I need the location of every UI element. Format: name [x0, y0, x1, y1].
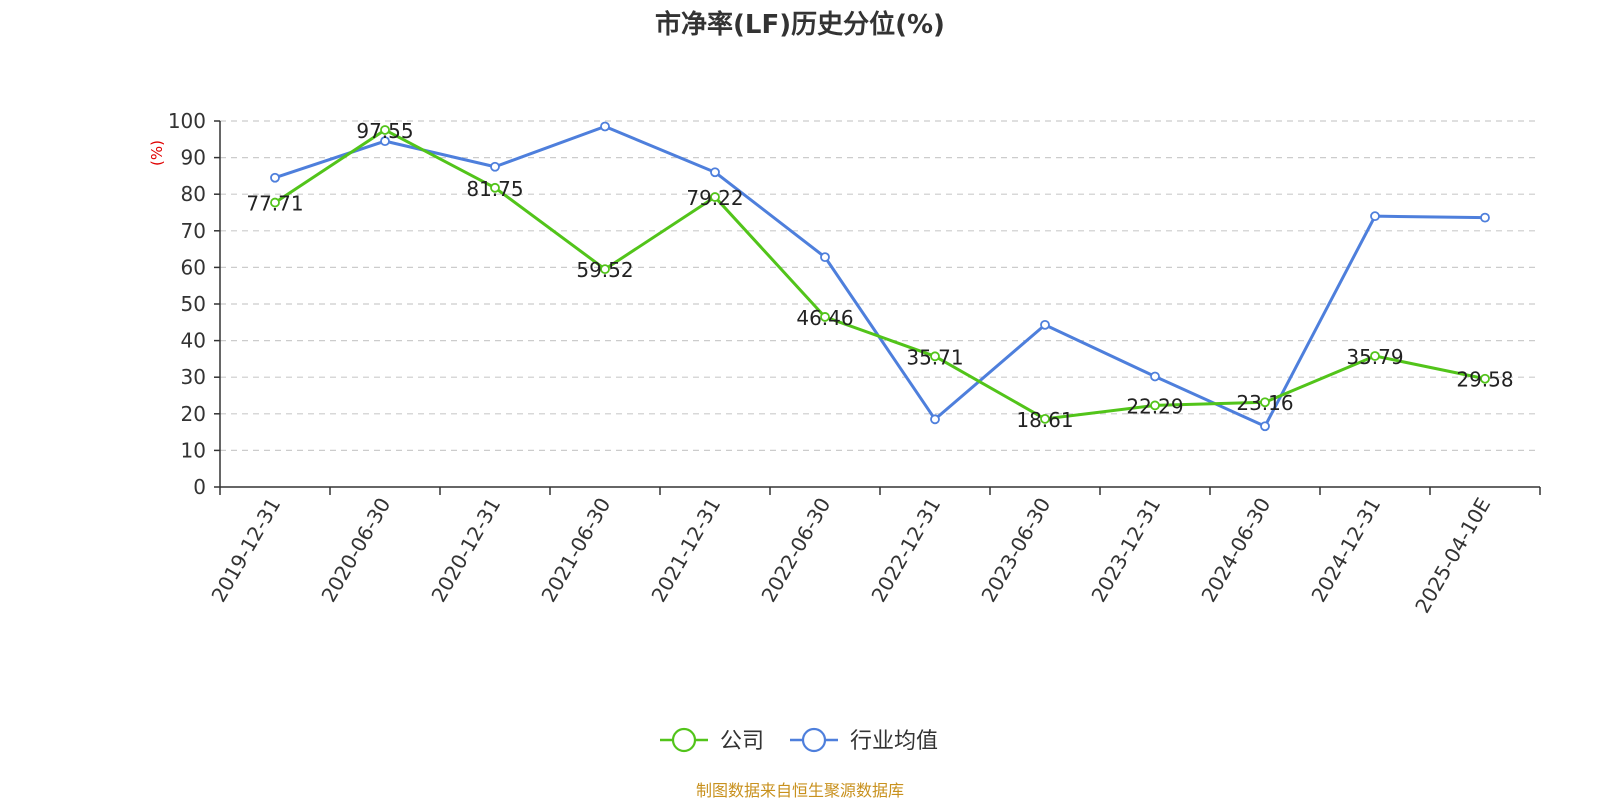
data-label: 46.46 [796, 306, 853, 330]
data-point [600, 121, 610, 132]
data-label: 35.79 [1346, 345, 1403, 369]
y-tick-label: 0 [193, 475, 206, 499]
y-tick-label: 30 [181, 365, 206, 389]
data-label: 59.52 [576, 258, 633, 282]
data-point [270, 172, 280, 183]
y-tick-label: 10 [181, 438, 206, 462]
y-axis-unit-label: (%) [148, 140, 166, 166]
data-point [930, 414, 940, 425]
y-tick-label: 70 [181, 219, 206, 243]
series-line-1 [274, 124, 1486, 428]
x-tick-label: 2022-12-31 [866, 494, 945, 607]
data-point [270, 197, 280, 208]
x-tick-label: 2022-06-30 [756, 494, 835, 607]
data-point [380, 136, 390, 147]
data-point [380, 125, 390, 135]
legend[interactable]: 公司 行业均值 [660, 727, 938, 754]
x-tick-label: 2021-12-31 [646, 494, 725, 607]
legend-item-1[interactable]: 行业均值 [790, 727, 938, 754]
series-lines [274, 124, 1486, 428]
data-point [1150, 400, 1160, 411]
legend-label: 公司 [720, 729, 764, 754]
legend-label: 行业均值 [850, 729, 938, 754]
legend-marker-icon [801, 727, 827, 753]
y-tick-label: 40 [181, 329, 206, 353]
data-point [710, 167, 720, 178]
data-label: 18.61 [1016, 408, 1073, 432]
data-point [930, 351, 940, 362]
data-label: 81.75 [466, 177, 523, 201]
x-tick-label: 2024-12-31 [1306, 494, 1385, 607]
chart-title: 市净率(LF)历史分位(%) [655, 9, 945, 40]
legend-marker-icon [671, 727, 697, 753]
data-point [600, 264, 610, 275]
data-label: 79.22 [686, 186, 743, 210]
data-labels: 77.71 97.55 81.75 59.52 79.22 46.46 35.71 18.61… [246, 119, 1513, 432]
x-tick-label: 2021-06-30 [536, 494, 615, 607]
data-label: 35.71 [906, 345, 963, 369]
data-point [1260, 397, 1270, 408]
axes: 0 10 20 30 40 50 60 70 80 90 100 2019-12-31 2020-06-… [168, 109, 1541, 618]
data-label: 22.29 [1126, 394, 1183, 418]
data-point [1150, 371, 1160, 382]
data-point [1370, 351, 1380, 361]
source-note: 制图数据来自恒生聚源数据库 [696, 781, 904, 800]
data-point [1260, 421, 1270, 432]
y-tick-label: 50 [181, 292, 206, 316]
y-tick-label: 100 [168, 109, 206, 133]
x-tick-label: 2024-06-30 [1196, 494, 1275, 607]
y-tick-label: 90 [181, 146, 206, 170]
data-point [710, 192, 720, 202]
data-label: 77.71 [246, 192, 303, 216]
data-point [1480, 373, 1490, 384]
y-tick-label: 60 [181, 255, 206, 279]
data-point [820, 312, 830, 322]
data-point [1040, 319, 1050, 330]
data-label: 97.55 [356, 119, 413, 143]
series-line-0 [274, 128, 1486, 421]
data-label: 29.58 [1456, 368, 1513, 392]
x-tick-label: 2023-06-30 [976, 494, 1055, 607]
data-point [490, 161, 500, 172]
x-tick-label: 2025-04-10E [1410, 494, 1495, 618]
data-point [490, 182, 500, 193]
data-point [1040, 413, 1050, 424]
data-label: 23.16 [1236, 391, 1293, 415]
data-point [820, 252, 830, 263]
x-tick-label: 2020-06-30 [316, 494, 395, 607]
data-point [1480, 212, 1490, 223]
x-tick-label: 2019-12-31 [206, 494, 285, 607]
y-tick-label: 80 [181, 182, 206, 206]
data-points [270, 121, 1490, 432]
x-tick-label: 2020-12-31 [426, 494, 505, 607]
grid-lines [220, 120, 1540, 451]
y-tick-label: 20 [181, 402, 206, 426]
legend-item-0[interactable]: 公司 [660, 727, 764, 754]
x-tick-label: 2023-12-31 [1086, 494, 1165, 607]
data-point [1370, 211, 1380, 222]
